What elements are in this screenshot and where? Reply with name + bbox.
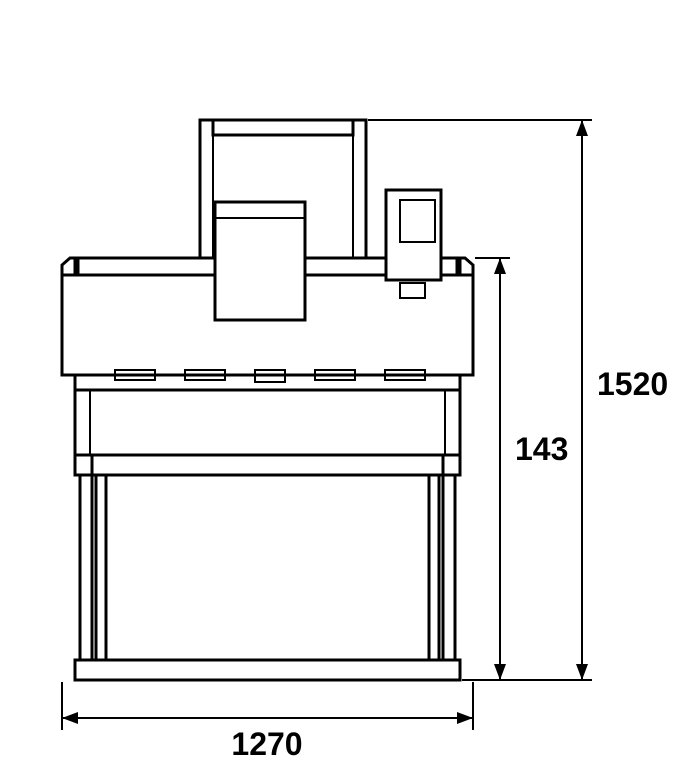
apron-panel	[75, 390, 460, 455]
leg-left-inner	[96, 475, 106, 660]
crossbar-cap-right	[443, 455, 460, 475]
dimension-upper-height-value: 143	[515, 431, 568, 467]
carriage-head	[215, 202, 305, 320]
crossbar-cap-left	[75, 455, 92, 475]
leg-right-inner	[429, 475, 439, 660]
technical-drawing: 1270 143 1520	[0, 0, 689, 778]
control-panel	[386, 190, 441, 280]
control-base	[400, 283, 425, 298]
dimension-width-value: 1270	[231, 726, 302, 762]
lower-crossbar	[92, 455, 443, 475]
dimension-overall-height-value: 1520	[597, 366, 668, 402]
leg-left-outer	[80, 475, 92, 660]
base-plinth	[75, 660, 460, 680]
housing-cap-right	[460, 258, 473, 275]
dimension-upper-height: 143	[462, 258, 568, 680]
housing-cap-left	[62, 258, 75, 275]
dimension-width: 1270	[62, 682, 473, 762]
leg-right-outer	[443, 475, 455, 660]
